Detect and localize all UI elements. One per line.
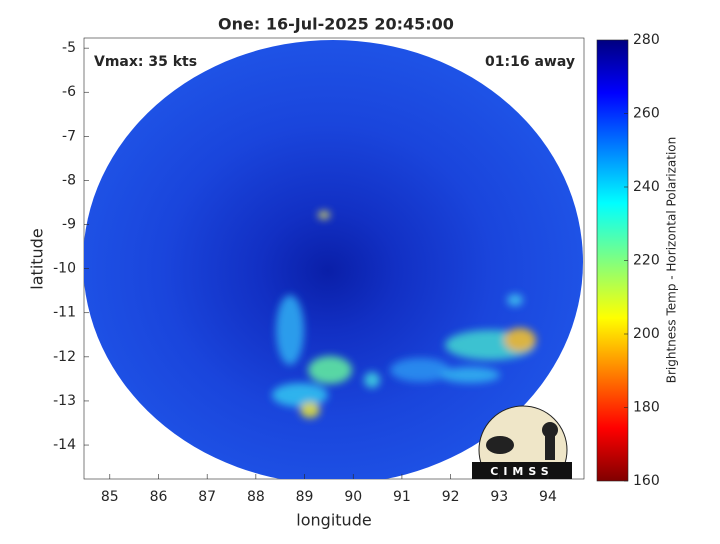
colorbar-tick-label: 200 <box>633 326 660 342</box>
x-axis-label: longitude <box>296 511 371 530</box>
x-tick-label: 91 <box>393 489 411 505</box>
x-tick-label: 89 <box>296 489 314 505</box>
y-tick-label: -14 <box>53 437 76 453</box>
colorbar-tick-label: 240 <box>633 179 660 195</box>
colorbar-label: Brightness Temp - Horizontal Polarizatio… <box>665 137 679 384</box>
y-axis-label: latitude <box>28 228 47 289</box>
x-tick-label: 90 <box>344 489 362 505</box>
colorbar <box>596 39 629 482</box>
logo-text: CIMSS <box>490 465 553 478</box>
y-tick-label: -8 <box>62 172 76 188</box>
x-tick-label: 85 <box>101 489 119 505</box>
y-tick-label: -13 <box>53 393 76 409</box>
y-tick-label: -11 <box>53 305 76 321</box>
y-tick-label: -6 <box>62 84 76 100</box>
x-tick-label: 93 <box>490 489 508 505</box>
colorbar-tick-label: 220 <box>633 253 660 269</box>
chart-title: One: 16-Jul-2025 20:45:00 <box>218 15 454 34</box>
y-tick-label: -9 <box>62 217 76 233</box>
annotation: Vmax: 35 kts <box>94 54 197 70</box>
x-tick-label: 88 <box>247 489 265 505</box>
colorbar-tick-label: 260 <box>633 106 660 122</box>
colorbar-tick-label: 160 <box>633 473 660 489</box>
x-tick-label: 86 <box>150 489 168 505</box>
x-tick-label: 94 <box>539 489 557 505</box>
x-tick-label: 92 <box>442 489 460 505</box>
annotation: 01:16 away <box>485 54 575 70</box>
colorbar-tick-label: 180 <box>633 400 660 416</box>
y-tick-label: -5 <box>62 40 76 56</box>
logo: CIMSS <box>472 405 572 479</box>
colorbar-tick-label: 280 <box>633 32 660 48</box>
y-tick-label: -10 <box>53 261 76 277</box>
y-tick-label: -7 <box>62 128 76 144</box>
y-tick-label: -12 <box>53 349 76 365</box>
x-tick-label: 87 <box>198 489 216 505</box>
image <box>84 40 583 479</box>
